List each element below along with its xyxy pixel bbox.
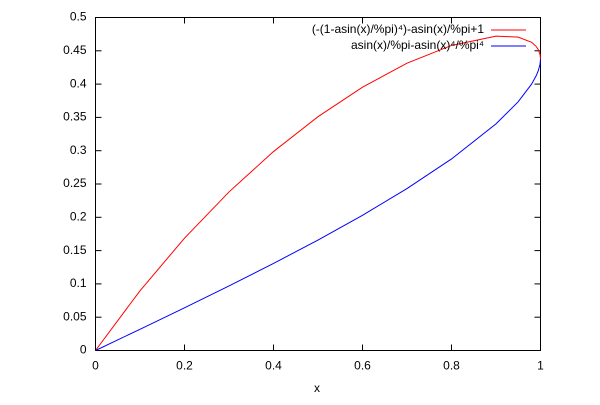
y-tick-label: 0 [80, 343, 87, 357]
plot-frame [95, 17, 541, 351]
x-tick-label: 0.8 [443, 359, 460, 373]
y-tick-label: 0.2 [70, 209, 87, 223]
y-tick-label: 0.1 [70, 276, 87, 290]
x-tick-label: 0 [92, 359, 99, 373]
y-tick-label: 0.35 [63, 110, 87, 124]
x-tick-label: 0.2 [176, 359, 193, 373]
legend-label: (-(1-asin(x)/%pi)⁴)-asin(x)/%pi+1 [312, 22, 485, 36]
x-tick-label: 0.6 [354, 359, 371, 373]
y-tick-label: 0.4 [70, 76, 87, 90]
y-tick-label: 0.45 [63, 43, 87, 57]
data-line [95, 35, 541, 351]
y-tick-label: 0.05 [63, 309, 87, 323]
y-tick-label: 0.5 [70, 10, 87, 24]
x-tick-label: 1 [537, 359, 544, 373]
legend-label: asin(x)/%pi-asin(x)⁴/%pi⁴ [351, 38, 484, 52]
y-tick-label: 0.15 [63, 243, 87, 257]
x-tick-label: 0.4 [265, 359, 282, 373]
x-axis-label: x [314, 381, 320, 395]
y-tick-label: 0.25 [63, 176, 87, 190]
data-line [95, 59, 541, 351]
y-tick-label: 0.3 [70, 143, 87, 157]
